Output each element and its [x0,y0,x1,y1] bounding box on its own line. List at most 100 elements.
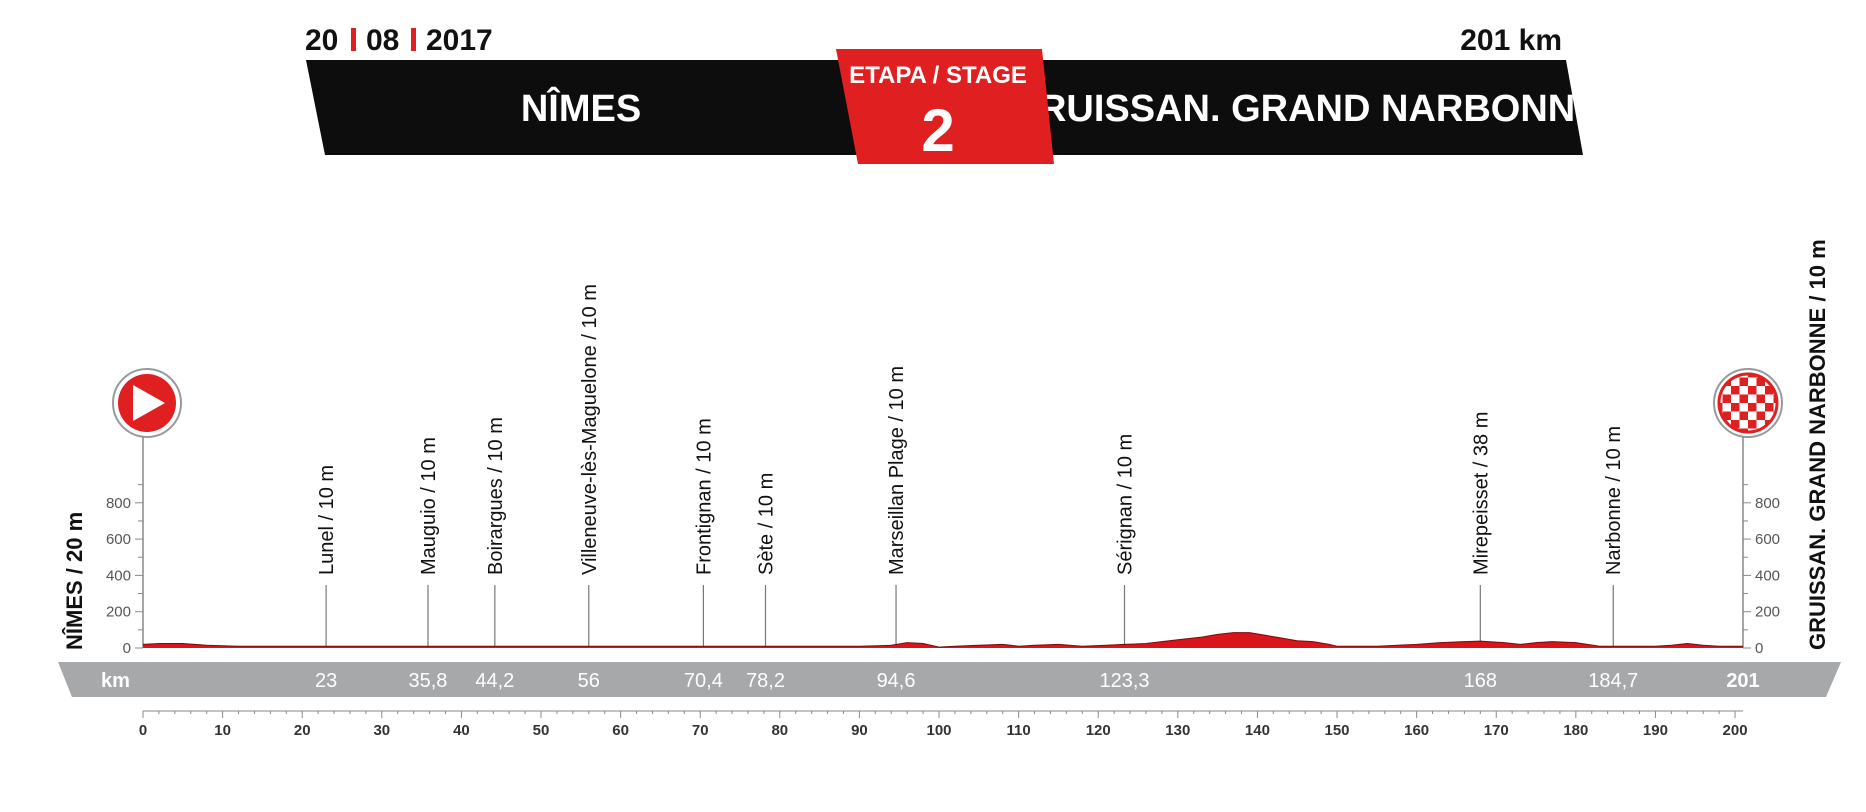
y-tick-label: 800 [1755,495,1780,512]
y-tick-label: 600 [106,531,131,548]
checker-square [1748,386,1757,395]
x-tick-label: 60 [612,722,629,739]
checker-square [1731,377,1740,386]
km-band-final: 201 [1726,670,1759,692]
checker-square [1731,411,1740,420]
y-tick-label: 400 [1755,567,1780,584]
waypoint-km-label: 94,6 [877,670,916,692]
waypoint-km-label: 123,3 [1099,670,1149,692]
y-tick-label: 400 [106,567,131,584]
checker-square [1748,377,1757,386]
checker-square [1748,403,1757,412]
checker-square [1765,411,1774,420]
stage-label: ETAPA / STAGE [849,62,1027,89]
date-separator [411,28,416,51]
waypoint-label: Sérignan / 10 m [1114,434,1136,575]
x-tick-label: 80 [771,722,788,739]
date-day: 20 [305,24,338,57]
y-tick-label: 200 [1755,604,1780,621]
x-tick-label: 180 [1563,722,1588,739]
x-tick-label: 20 [294,722,311,739]
x-tick-label: 50 [533,722,550,739]
checker-square [1765,386,1774,395]
x-tick-label: 40 [453,722,470,739]
checker-square [1739,377,1748,386]
waypoint-km-label: 78,2 [746,670,785,692]
checker-square [1722,411,1731,420]
checker-square [1756,420,1765,429]
x-tick-label: 150 [1325,722,1350,739]
checker-square [1773,428,1777,432]
checker-square [1739,403,1748,412]
waypoint-label: Boirargues / 10 m [485,417,507,575]
left-altitude-axis: 0 200 400 600 800 [106,484,143,657]
x-tick-label: 90 [851,722,868,739]
checker-square [1765,394,1774,403]
checker-square [1731,420,1740,429]
waypoint-label: Villeneuve-lès-Maguelone / 10 m [579,284,601,575]
finish-checkered-flag-icon [1713,368,1783,438]
date-year: 2017 [426,24,493,57]
x-tick-label: 70 [692,722,709,739]
y-tick-label: 200 [106,604,131,621]
date-separator [351,28,356,51]
checker-square [1773,374,1777,378]
date-month: 08 [366,24,399,57]
waypoint-label: Marseillan Plage / 10 m [886,366,908,575]
y-tick-label: 0 [1755,640,1763,657]
start-city: NÎMES [521,86,641,130]
checker-square [1731,403,1740,412]
x-tick-label: 100 [927,722,952,739]
finish-altitude-label: GRUISSAN. GRAND NARBONNE / 10 m [1805,239,1830,650]
km-band-labels: 23 35,8 44,2 56 70,4 78,2 94,6 123,3 168 184,7 [315,670,1638,692]
x-tick-label: 120 [1086,722,1111,739]
stage-number: 2 [921,97,954,164]
x-tick-label: 190 [1643,722,1668,739]
x-tick-label: 110 [1007,722,1031,739]
start-play-icon [112,368,182,438]
x-tick-label: 0 [139,722,147,739]
elevation-profile-area [143,632,1743,648]
waypoint-label: Narbonne / 10 m [1603,426,1625,575]
checker-square [1722,386,1731,395]
y-tick-label: 0 [123,640,131,657]
waypoint-label: Frontignan / 10 m [693,418,715,575]
waypoint-km-label: 56 [578,670,600,692]
stage-distance: 201 km [1460,24,1562,57]
y-tick-label: 800 [106,495,131,512]
start-altitude-label: NÎMES / 20 m [62,512,87,650]
checker-square [1765,403,1774,412]
checker-square [1748,420,1757,429]
checker-square [1756,403,1765,412]
elevation-profile-line [142,632,1743,648]
waypoint-km-label: 35,8 [409,670,448,692]
checker-square [1722,394,1731,403]
checker-square [1756,394,1765,403]
checker-square [1756,411,1765,420]
stage-badge [836,49,1054,164]
checker-square [1739,411,1748,420]
waypoint-km-label: 70,4 [684,670,723,692]
checker-square [1756,386,1765,395]
waypoint-label: Lunel / 10 m [316,465,338,575]
x-tick-label: 170 [1484,722,1509,739]
x-tick-label: 130 [1165,722,1190,739]
km-band [58,662,1841,697]
checker-square [1722,403,1731,412]
waypoint-label: Sète / 10 m [755,473,777,575]
waypoint-km-label: 23 [315,670,337,692]
x-tick-label: 200 [1723,722,1748,739]
waypoint-km-label: 44,2 [475,670,514,692]
x-tick-label: 30 [373,722,390,739]
checker-square [1739,420,1748,429]
checker-square [1731,394,1740,403]
waypoint-km-label: 184,7 [1588,670,1638,692]
checker-square [1748,411,1757,420]
finish-city: GRUISSAN. GRAND NARBONNE [1009,88,1600,130]
checker-square [1719,428,1723,432]
waypoint-label: Mauguio / 10 m [418,437,440,575]
y-tick-label: 600 [1755,531,1780,548]
waypoint-km-label: 168 [1464,670,1497,692]
checker-square [1739,394,1748,403]
